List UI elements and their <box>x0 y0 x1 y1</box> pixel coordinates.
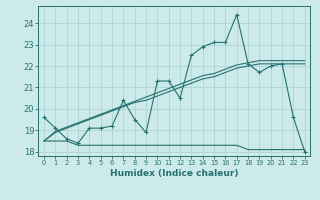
X-axis label: Humidex (Indice chaleur): Humidex (Indice chaleur) <box>110 169 239 178</box>
